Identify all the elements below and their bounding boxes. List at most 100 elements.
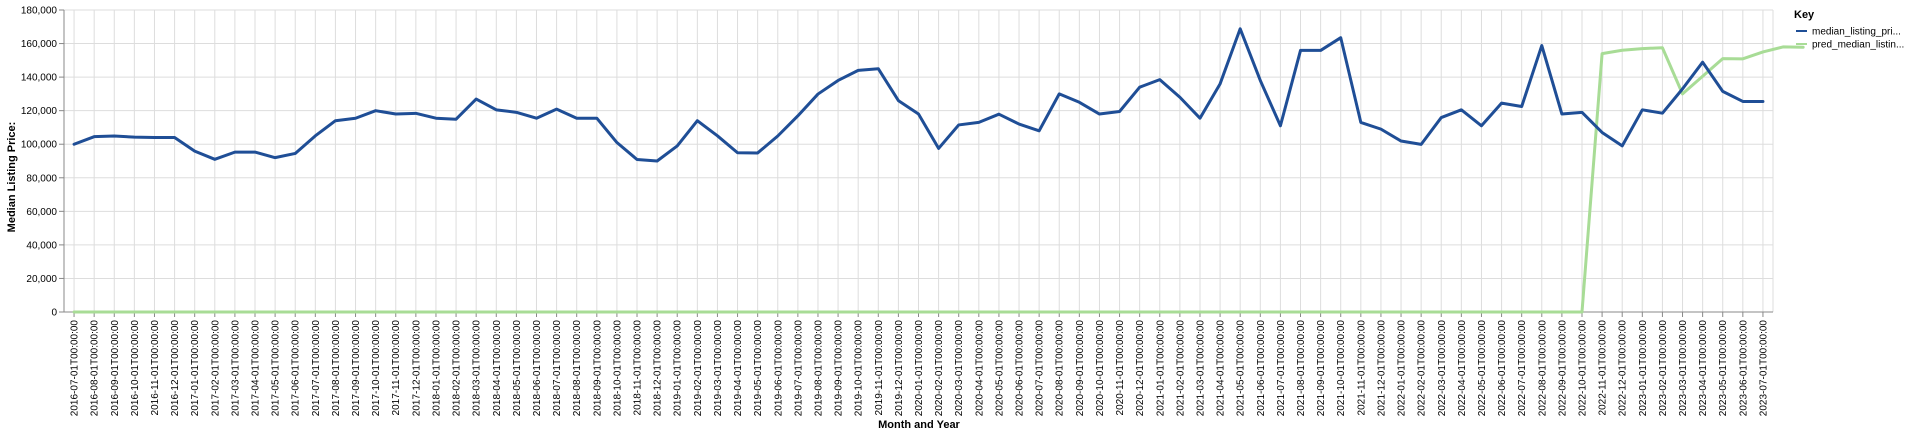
x-tick-label: 2016-09-01T00:00:00 <box>110 320 121 417</box>
x-tick-label: 2022-08-01T00:00:00 <box>1537 320 1548 417</box>
x-tick-label: 2021-09-01T00:00:00 <box>1316 320 1327 417</box>
x-tick-label: 2022-10-01T00:00:00 <box>1577 320 1588 417</box>
x-tick-label: 2019-11-01T00:00:00 <box>874 320 885 416</box>
x-tick-label: 2022-12-01T00:00:00 <box>1618 320 1629 417</box>
x-tick-label: 2020-07-01T00:00:00 <box>1035 320 1046 417</box>
x-tick-label: 2017-05-01T00:00:00 <box>271 320 282 417</box>
x-tick-label: 2020-03-01T00:00:00 <box>954 320 965 417</box>
x-tick-label: 2022-06-01T00:00:00 <box>1497 320 1508 417</box>
x-tick-label: 2022-09-01T00:00:00 <box>1557 320 1568 417</box>
x-tick-label: 2021-02-01T00:00:00 <box>1175 320 1186 417</box>
x-axis-title: Month and Year <box>878 419 960 431</box>
x-tick-label: 2016-12-01T00:00:00 <box>170 320 181 417</box>
legend-label: pred_median_listin... <box>1812 40 1904 51</box>
y-tick-label: 80,000 <box>26 173 57 184</box>
x-tick-label: 2019-08-01T00:00:00 <box>813 320 824 417</box>
x-tick-label: 2020-06-01T00:00:00 <box>1015 320 1026 417</box>
x-tick-label: 2022-01-01T00:00:00 <box>1397 320 1408 417</box>
y-tick-label: 60,000 <box>26 207 57 218</box>
x-tick-label: 2021-10-01T00:00:00 <box>1336 320 1347 417</box>
x-tick-label: 2018-10-01T00:00:00 <box>612 320 623 417</box>
x-tick-label: 2020-12-01T00:00:00 <box>1135 320 1146 417</box>
x-tick-label: 2019-10-01T00:00:00 <box>854 320 865 417</box>
y-tick-label: 120,000 <box>21 106 58 117</box>
x-tick-label: 2018-05-01T00:00:00 <box>512 320 523 417</box>
x-tick-label: 2017-04-01T00:00:00 <box>251 320 262 417</box>
x-tick-label: 2023-01-01T00:00:00 <box>1638 320 1649 417</box>
x-tick-label: 2023-05-01T00:00:00 <box>1718 320 1729 417</box>
y-tick-label: 100,000 <box>21 140 58 151</box>
x-tick-label: 2021-08-01T00:00:00 <box>1296 320 1307 417</box>
x-tick-label: 2022-11-01T00:00:00 <box>1598 320 1609 416</box>
x-tick-label: 2018-04-01T00:00:00 <box>492 320 503 417</box>
x-tick-label: 2017-08-01T00:00:00 <box>331 320 342 417</box>
x-tick-label: 2022-04-01T00:00:00 <box>1457 320 1468 417</box>
x-tick-label: 2019-12-01T00:00:00 <box>894 320 905 417</box>
x-tick-label: 2020-02-01T00:00:00 <box>934 320 945 417</box>
legend-label: median_listing_pri... <box>1812 27 1901 38</box>
y-tick-label: 160,000 <box>21 39 58 50</box>
x-tick-label: 2016-07-01T00:00:00 <box>70 320 81 417</box>
x-tick-label: 2017-09-01T00:00:00 <box>351 320 362 417</box>
y-tick-label: 140,000 <box>21 73 58 84</box>
y-axis-title: Median Listing Price: <box>6 122 18 233</box>
x-tick-label: 2022-02-01T00:00:00 <box>1417 320 1428 417</box>
x-tick-label: 2019-01-01T00:00:00 <box>673 320 684 417</box>
x-tick-label: 2018-01-01T00:00:00 <box>431 320 442 417</box>
x-tick-label: 2022-05-01T00:00:00 <box>1477 320 1488 417</box>
x-tick-label: 2017-06-01T00:00:00 <box>291 320 302 417</box>
x-tick-label: 2016-10-01T00:00:00 <box>130 320 141 417</box>
x-tick-label: 2020-09-01T00:00:00 <box>1075 320 1086 417</box>
x-tick-label: 2021-06-01T00:00:00 <box>1256 320 1267 417</box>
x-tick-label: 2018-09-01T00:00:00 <box>592 320 603 417</box>
x-tick-label: 2021-05-01T00:00:00 <box>1236 320 1247 417</box>
x-tick-label: 2017-10-01T00:00:00 <box>371 320 382 417</box>
y-tick-label: 20,000 <box>26 274 57 285</box>
x-tick-label: 2016-11-01T00:00:00 <box>150 320 161 416</box>
x-tick-label: 2018-03-01T00:00:00 <box>472 320 483 417</box>
legend: Key median_listing_pri... pred_median_lis… <box>1794 9 1904 51</box>
x-tick-label: 2019-03-01T00:00:00 <box>713 320 724 417</box>
x-tick-label: 2018-12-01T00:00:00 <box>653 320 664 417</box>
x-tick-label: 2020-05-01T00:00:00 <box>994 320 1005 417</box>
y-tick-label: 180,000 <box>21 6 58 17</box>
x-tick-label: 2017-03-01T00:00:00 <box>230 320 241 417</box>
x-tick-label: 2022-07-01T00:00:00 <box>1517 320 1528 417</box>
x-tick-label: 2016-08-01T00:00:00 <box>90 320 101 417</box>
x-tick-label: 2018-11-01T00:00:00 <box>633 320 644 416</box>
x-tick-label: 2021-07-01T00:00:00 <box>1276 320 1287 417</box>
x-tick-label: 2020-04-01T00:00:00 <box>974 320 985 417</box>
x-tick-label: 2021-03-01T00:00:00 <box>1195 320 1206 417</box>
y-tick-label: 40,000 <box>26 240 57 251</box>
gridlines <box>64 10 1773 312</box>
x-tick-label: 2018-07-01T00:00:00 <box>552 320 563 417</box>
x-tick-label: 2018-02-01T00:00:00 <box>452 320 463 417</box>
x-tick-label: 2019-04-01T00:00:00 <box>733 320 744 417</box>
x-tick-label: 2021-01-01T00:00:00 <box>1155 320 1166 417</box>
x-tick-label: 2022-03-01T00:00:00 <box>1437 320 1448 417</box>
x-tick-label: 2018-08-01T00:00:00 <box>572 320 583 417</box>
y-tick-label: 0 <box>51 308 57 319</box>
x-tick-label: 2017-02-01T00:00:00 <box>210 320 221 417</box>
x-tick-label: 2020-01-01T00:00:00 <box>914 320 925 417</box>
x-tick-label: 2019-02-01T00:00:00 <box>693 320 704 417</box>
x-tick-label: 2017-11-01T00:00:00 <box>391 320 402 416</box>
x-tick-label: 2020-11-01T00:00:00 <box>1115 320 1126 416</box>
x-tick-label: 2019-09-01T00:00:00 <box>834 320 845 417</box>
legend-title: Key <box>1794 9 1815 21</box>
x-tick-label: 2023-02-01T00:00:00 <box>1658 320 1669 417</box>
x-tick-label: 2019-05-01T00:00:00 <box>753 320 764 417</box>
x-tick-label: 2018-06-01T00:00:00 <box>532 320 543 417</box>
x-tick-label: 2021-04-01T00:00:00 <box>1216 320 1227 417</box>
x-tick-label: 2019-06-01T00:00:00 <box>773 320 784 417</box>
x-tick-label: 2020-08-01T00:00:00 <box>1055 320 1066 417</box>
x-tick-label: 2023-06-01T00:00:00 <box>1738 320 1749 417</box>
x-tick-label: 2020-10-01T00:00:00 <box>1095 320 1106 417</box>
x-axis: 2016-07-01T00:00:00 2016-08-01T00:00:00 20… <box>64 312 1773 416</box>
y-axis: 0 20,000 40,000 60,000 80,000 100,000 120,000 1… <box>21 6 64 319</box>
x-tick-label: 2021-12-01T00:00:00 <box>1376 320 1387 417</box>
x-tick-label: 2017-12-01T00:00:00 <box>411 320 422 417</box>
x-tick-label: 2023-04-01T00:00:00 <box>1698 320 1709 417</box>
x-tick-label: 2017-01-01T00:00:00 <box>190 320 201 417</box>
